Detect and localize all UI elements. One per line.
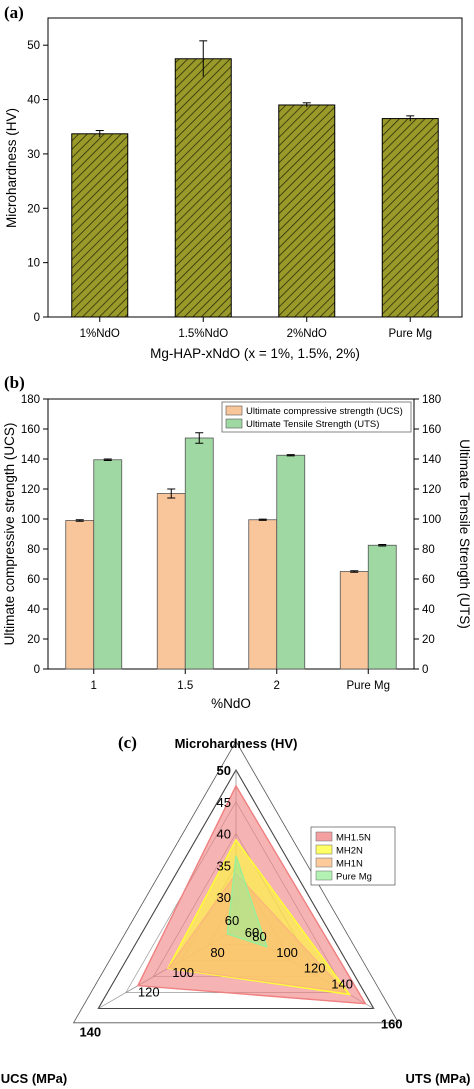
panel-b-legend-box [221, 401, 412, 433]
panel-b-bar-uts [276, 454, 306, 670]
panel-b-ytick-label: 160 [21, 424, 40, 436]
radar-tick-uts: 60 [225, 913, 239, 928]
radar-tick-uts: 140 [331, 977, 353, 992]
panel-c-letter: (c) [118, 733, 137, 752]
panel-b-ytick-label: 60 [27, 574, 40, 586]
panel-b-y2tick-label: 20 [422, 634, 435, 646]
radar-tick-ucs: 120 [138, 985, 160, 1000]
radar-tick-microhardness: 50 [217, 763, 231, 778]
panel-b-bar-uts [184, 437, 214, 670]
panel-b-ytick-label: 180 [21, 394, 40, 406]
panel-b-y2tick-label: 80 [422, 544, 435, 556]
radar-tick-microhardness: 40 [217, 827, 231, 842]
radar-tick-ucs: 100 [172, 965, 194, 980]
radar-axis-title-uts: UTS (MPa) [406, 1071, 471, 1086]
radar-tick-microhardness: 35 [217, 858, 231, 873]
panel-c-legend-label: MH1.5N [336, 833, 371, 844]
panel-a-bar-chart: (a) 0 10 20 30 40 50 1%NdO 1.5%NdO 2%NdO Pure Mg… [4, 3, 463, 361]
panel-b-y2tick-label: 140 [422, 454, 441, 466]
panel-c-legend-swatch [315, 870, 333, 881]
panel-b-letter: (b) [4, 373, 25, 392]
panel-b-y2label: Ultimate Tensile Strength (UTS) [457, 439, 472, 629]
panel-a-ytick-label: 20 [27, 203, 40, 215]
panel-c-legend-label: MH2N [336, 846, 363, 857]
panel-b-legend-swatch [225, 405, 243, 416]
panel-b-bar-uts [93, 459, 123, 670]
panel-b-ytick-label: 100 [21, 514, 40, 526]
panel-b-ytick-label: 0 [34, 664, 40, 676]
panel-a-xtick-label: 2%NdO [287, 328, 327, 340]
panel-b-bar-uts [367, 544, 397, 670]
panel-a-xtick-label: 1.5%NdO [178, 328, 228, 340]
panel-b-bar-ucs [156, 493, 186, 670]
radar-grid-ring [97, 768, 375, 1010]
radar-tick-ucs: 80 [210, 945, 224, 960]
panel-b-ytick-label: 20 [27, 634, 40, 646]
panel-c-legend-swatch [315, 844, 333, 855]
radar-axis-title-microhardness: Microhardness (HV) [175, 736, 298, 751]
panel-a-ytick-label: 0 [34, 312, 40, 324]
panel-b-xtick-label: 1.5 [177, 680, 193, 692]
panel-a-ytick-label: 50 [27, 40, 40, 52]
panel-b-xtick-label: Pure Mg [347, 680, 390, 692]
radar-tick-microhardness: 30 [217, 890, 231, 905]
panel-c-legend-swatch [315, 831, 333, 842]
radar-tick-microhardness: 45 [217, 795, 231, 810]
panel-b-y2tick-label: 160 [422, 424, 441, 436]
panel-a-bar [381, 118, 439, 318]
panel-a-ytick-label: 10 [27, 258, 40, 270]
panel-b-ytick-label: 120 [21, 484, 40, 496]
panel-b-xlabel: %NdO [211, 696, 251, 711]
panel-c-legend: MH1.5N MH2N MH1N Pure Mg [310, 826, 396, 886]
radar-tick-uts: 80 [252, 929, 266, 944]
panel-b-legend: Ultimate compressive strength (UCS) Ultim… [221, 401, 412, 433]
panel-b-y2tick-label: 40 [422, 604, 435, 616]
panel-b-y2tick-label: 100 [422, 514, 441, 526]
panel-a-ytick-label: 30 [27, 149, 40, 161]
panel-a-bar [71, 133, 129, 318]
radar-tick-ucs: 140 [79, 1025, 101, 1040]
panel-a-xtick-label: 1%NdO [80, 328, 120, 340]
panel-a-frame [47, 17, 463, 318]
panel-b-xtick-label: 1 [91, 680, 97, 692]
panel-c-radar-chart: (c) 303540455060801001201401606080100120… [1, 733, 471, 1086]
panel-b-y2tick-label: 120 [422, 484, 441, 496]
panel-b-y2tick-label: 60 [422, 574, 435, 586]
panel-b-bar-ucs [339, 571, 369, 670]
panel-b-legend-label: Ultimate Tensile Strength (UTS) [246, 419, 379, 430]
panel-b-bar-chart: (b) 0 0 20 20 40 40 60 60 80 80 100 100 120 120 140 140… [2, 373, 472, 711]
panel-b-ytick-label: 80 [27, 544, 40, 556]
radar-tick-uts: 160 [381, 1017, 403, 1032]
panel-c-legend-swatch [315, 857, 333, 868]
panel-c-legend-label: Pure Mg [336, 872, 372, 883]
radar-series-pure-mg [226, 855, 269, 948]
panel-b-ytick-label: 40 [27, 604, 40, 616]
panel-b-bar-ucs [65, 520, 95, 670]
panel-a-ylabel: Microhardness (HV) [4, 108, 19, 228]
panel-a-ytick-label: 40 [27, 95, 40, 107]
panel-a-bar [174, 58, 232, 318]
panel-b-y2tick-label: 180 [422, 394, 441, 406]
panel-b-ytick-label: 140 [21, 454, 40, 466]
panel-a-xlabel: Mg-HAP-xNdO (x = 1%, 1.5%, 2%) [150, 346, 360, 361]
panel-a-bar [278, 104, 336, 318]
panel-b-xtick-label: 2 [274, 680, 280, 692]
panel-a-xtick-label: Pure Mg [389, 328, 432, 340]
panel-b-legend-swatch [225, 418, 243, 429]
panel-b-frame [47, 398, 415, 670]
radar-axis-title-ucs: UCS (MPa) [1, 1071, 67, 1086]
panel-b-ylabel: Ultimate compressive strength (UCS) [2, 423, 17, 646]
radar-tick-uts: 100 [276, 945, 298, 960]
panel-b-y2tick-label: 0 [422, 664, 428, 676]
panel-c-legend-label: MH1N [336, 859, 363, 870]
panel-a-letter: (a) [4, 3, 24, 22]
panel-b-legend-label: Ultimate compressive strength (UCS) [246, 406, 403, 417]
radar-tick-uts: 120 [304, 961, 326, 976]
radar-tick-ucs: 60 [245, 925, 259, 940]
panel-b-bar-ucs [248, 519, 278, 670]
